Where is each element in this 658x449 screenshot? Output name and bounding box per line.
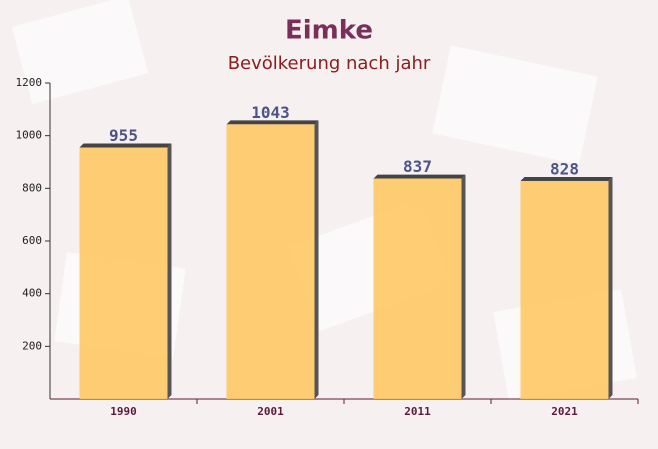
bar-shadow-top (79, 143, 172, 148)
value-label: 955 (109, 126, 138, 145)
chart-title: Eimke (285, 16, 373, 46)
bar-shadow-top (373, 174, 466, 179)
x-tick-label: 2021 (551, 405, 578, 418)
y-tick-label: 800 (22, 181, 42, 194)
bar (226, 124, 315, 400)
y-tick-label: 1200 (16, 76, 43, 89)
y-tick-label: 600 (22, 234, 42, 247)
x-tick-label: 1990 (110, 405, 137, 418)
bar-shadow-top (226, 120, 319, 125)
y-tick-label: 200 (22, 339, 42, 352)
x-tick-label: 2011 (404, 405, 431, 418)
bar-shadow (167, 143, 172, 399)
y-tick-label: 1000 (16, 129, 43, 142)
y-tick-label: 400 (22, 287, 42, 300)
bar-shadow (608, 176, 613, 399)
bar (79, 147, 168, 399)
bar-shadow (461, 174, 466, 399)
value-label: 828 (550, 159, 579, 178)
bar-shadow-top (520, 176, 613, 181)
value-label: 1043 (251, 103, 290, 122)
bar (373, 178, 462, 399)
value-label: 837 (403, 157, 432, 176)
x-tick-label: 2001 (257, 405, 284, 418)
chart-subtitle: Bevölkerung nach jahr (228, 53, 431, 74)
bar (520, 180, 609, 399)
bar-shadow (314, 120, 319, 400)
